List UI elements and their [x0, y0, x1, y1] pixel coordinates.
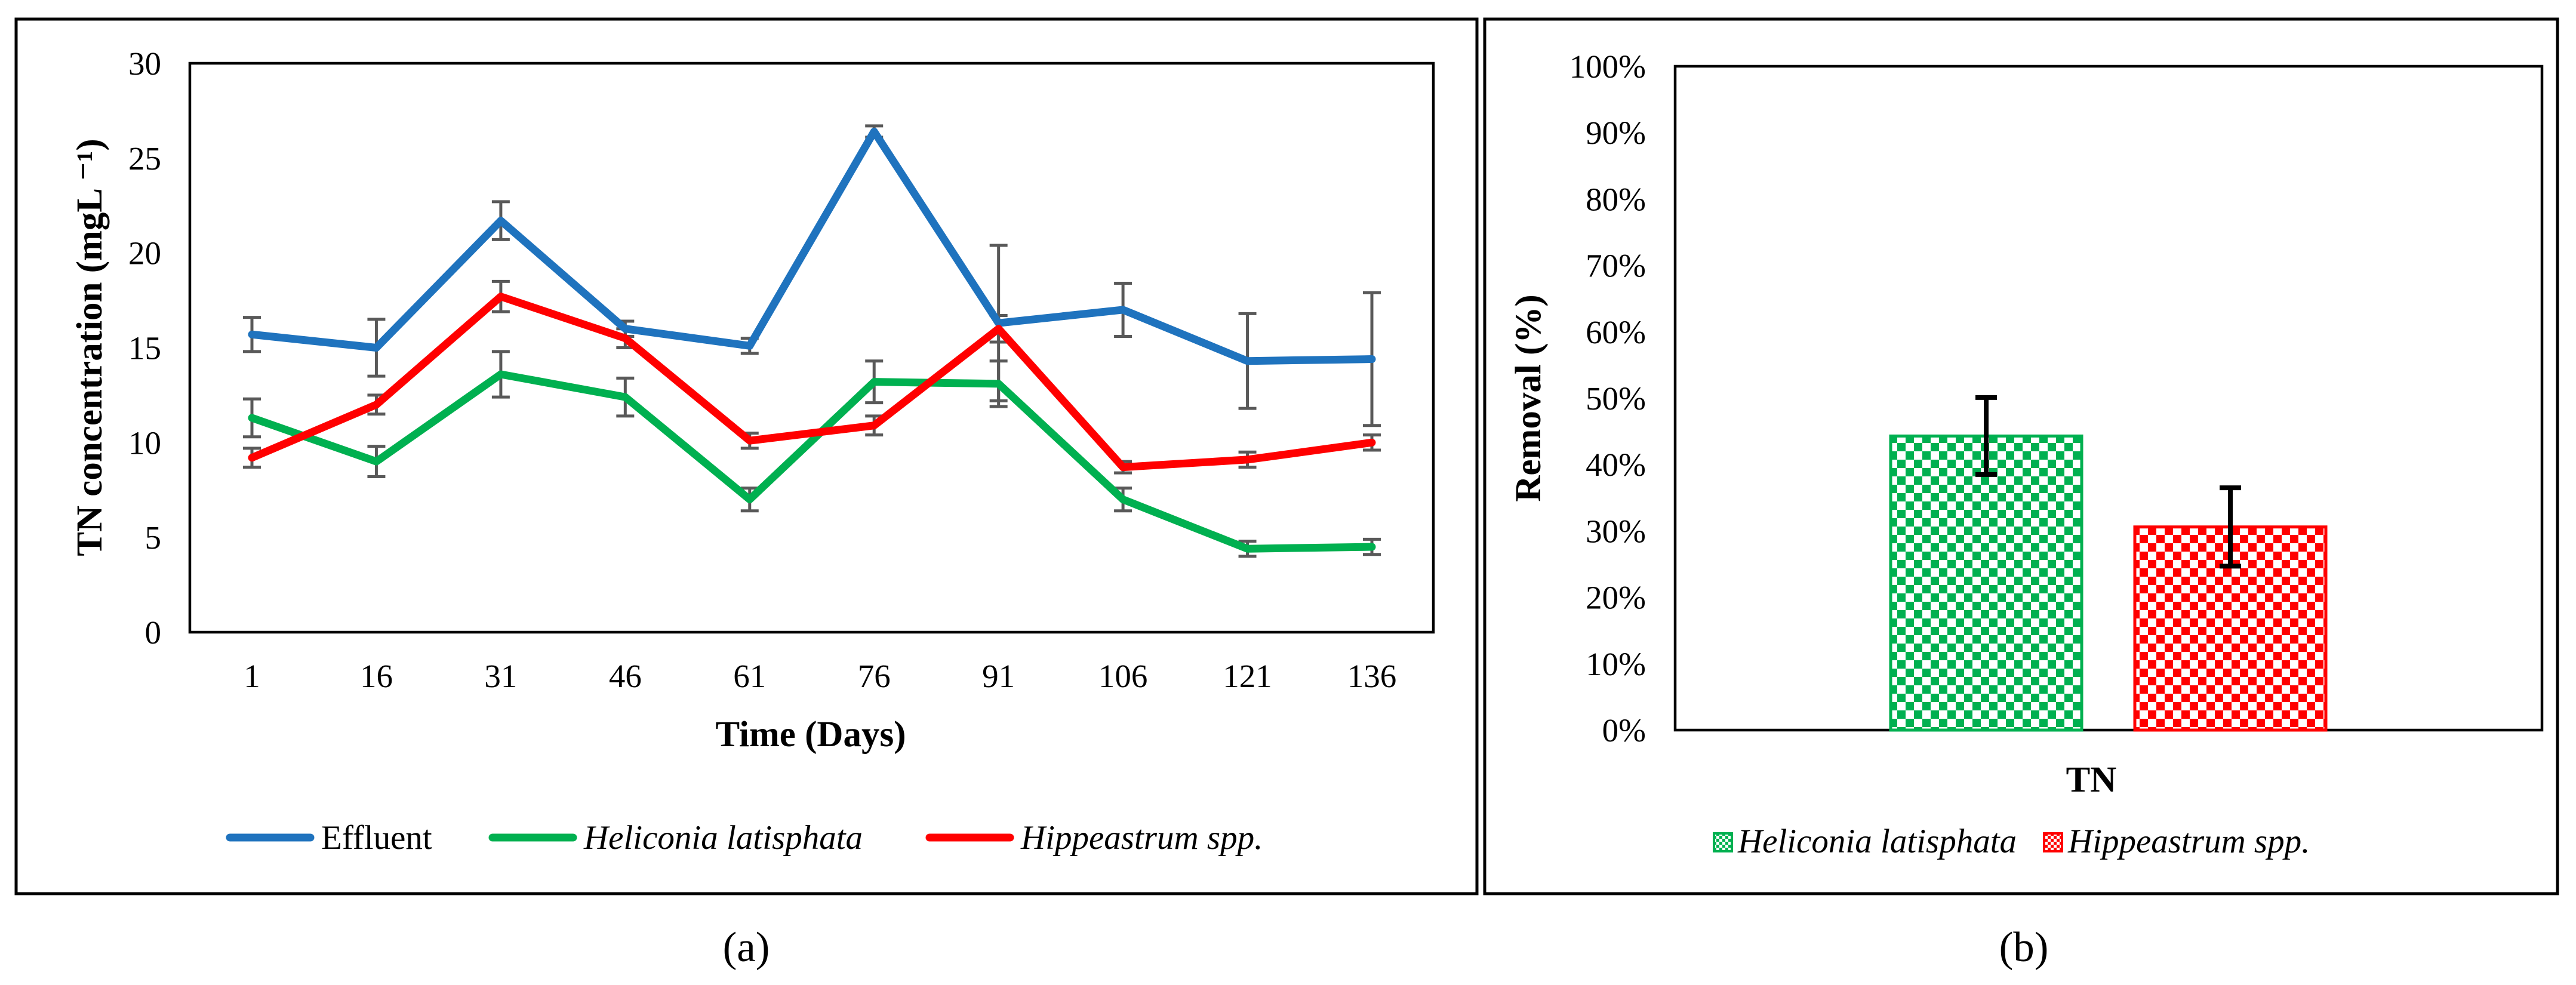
error-bar [2220, 485, 2241, 569]
legend-label-3: Hippeastrum spp. [1020, 819, 1263, 857]
panel-a-error-bars [243, 124, 1381, 558]
series-line-2 [248, 370, 1376, 553]
y-tick-label: 80% [1586, 181, 1646, 217]
panel-b-frame [1483, 17, 2559, 895]
y-tick-label: 100% [1569, 48, 1646, 85]
legend-label-1: Effluent [321, 819, 432, 857]
y-tick-label: 0% [1602, 712, 1646, 749]
x-tick-label: 46 [609, 658, 642, 694]
legend-swatch-2 [2043, 832, 2063, 852]
panel-a-y-tick-labels: 0 5 10 15 20 25 30 [128, 45, 161, 651]
y-tick-label: 70% [1586, 248, 1646, 284]
panel-b-x-category-label: TN [2066, 760, 2117, 800]
legend-swatch-1 [1713, 832, 1733, 852]
bar-1 [1889, 434, 2083, 732]
y-tick-label: 5 [145, 519, 162, 556]
x-tick-label: 61 [733, 658, 766, 694]
y-tick-label: 15 [128, 330, 161, 367]
y-tick-label: 10 [128, 424, 161, 461]
y-tick-label: 20 [128, 235, 161, 272]
panel-a-plot-area [188, 61, 1435, 634]
error-bar [1975, 395, 1997, 477]
panel-a: 0 5 10 15 20 25 30 1 16 31 46 61 76 91 106 121 136 TN c… [14, 17, 1479, 895]
panel-a-frame [14, 17, 1479, 895]
panel-a-x-tick-labels: 1 16 31 46 61 76 91 106 121 136 [244, 658, 1396, 694]
x-tick-label: 121 [1223, 658, 1272, 694]
y-tick-label: 20% [1586, 580, 1646, 616]
panel-a-x-axis-title: Time (Days) [715, 715, 906, 755]
x-tick-label: 76 [858, 658, 891, 694]
y-tick-label: 0 [145, 614, 162, 651]
x-tick-label: 136 [1347, 658, 1397, 694]
panel-a-series-lines [248, 127, 1376, 553]
series-line-1 [248, 127, 1376, 365]
y-tick-label: 40% [1586, 447, 1646, 483]
y-tick-label: 90% [1586, 115, 1646, 151]
panel-b-label: (b) [1999, 924, 2049, 971]
y-tick-label: 10% [1586, 646, 1646, 682]
y-tick-label: 30% [1586, 513, 1646, 549]
panel-b-error-bars [1975, 395, 2241, 569]
x-tick-label: 31 [484, 658, 517, 694]
x-tick-label: 1 [244, 658, 260, 694]
y-tick-label: 50% [1586, 380, 1646, 417]
panel-b-legend: Heliconia latisphata Hippeastrum spp. [1713, 823, 2310, 860]
panel-b: 0% 10% 20% 30% 40% 50% 60% 70% 80% 90% 100% Remova… [1483, 17, 2559, 895]
legend-label-2: Heliconia latisphata [583, 819, 863, 857]
y-tick-label: 30 [128, 45, 161, 82]
legend-label-2: Hippeastrum spp. [2067, 823, 2310, 860]
x-tick-label: 16 [360, 658, 393, 694]
panel-b-bars [1889, 434, 2328, 732]
panel-a-legend: Effluent Heliconia latisphata Hippeastrum … [226, 819, 1263, 857]
x-tick-label: 91 [982, 658, 1015, 694]
y-tick-label: 60% [1586, 314, 1646, 350]
panel-b-plot-area [1673, 64, 2544, 732]
panel-a-y-axis-title: TN concentration (mgL ⁻¹) [70, 138, 110, 556]
series-line-3 [248, 293, 1376, 472]
panel-b-y-axis-title: Removal (%) [1509, 294, 1549, 501]
panel-b-y-tick-labels: 0% 10% 20% 30% 40% 50% 60% 70% 80% 90% 100% [1569, 48, 1646, 749]
y-tick-label: 25 [128, 140, 161, 177]
legend-label-1: Heliconia latisphata [1737, 823, 2017, 860]
x-tick-label: 106 [1098, 658, 1148, 694]
panel-a-label: (a) [723, 924, 770, 971]
